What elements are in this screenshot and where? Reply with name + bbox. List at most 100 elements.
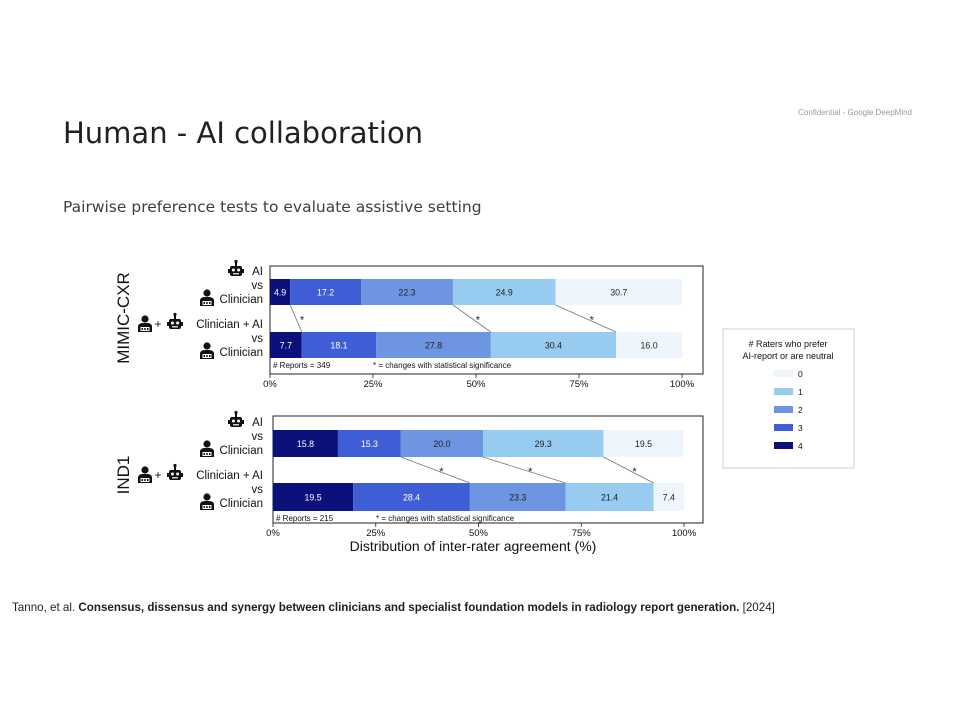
significance-footnote: * = changes with statistical significanc… [376, 514, 515, 523]
data-label: 19.5 [305, 493, 322, 503]
bar-segment [400, 430, 484, 457]
x-tick-label: 50% [466, 379, 486, 390]
x-tick-label: 25% [363, 379, 383, 390]
legend-swatch [774, 424, 793, 431]
citation: Tanno, et al. Consensus, dissensus and s… [12, 601, 775, 614]
bar-segment [361, 279, 453, 305]
data-label: 21.4 [601, 493, 618, 503]
dataset-label: MIMIC-CXR [114, 272, 133, 364]
x-tick-label: 75% [572, 528, 592, 539]
significance-footnote: * = changes with statistical significanc… [373, 361, 512, 370]
legend-swatch [774, 406, 793, 413]
x-tick-label: 75% [569, 379, 589, 390]
citation-year: [2024] [742, 601, 775, 614]
ai-icon [167, 312, 183, 329]
ai-icon [228, 410, 244, 427]
connector-line [400, 456, 471, 484]
row-label-mid: vs [252, 484, 264, 496]
data-label: 17.2 [317, 288, 334, 298]
data-label: 30.7 [610, 288, 627, 298]
ai-icon [167, 463, 183, 480]
dataset-label: IND1 [114, 456, 133, 495]
connector-line [482, 456, 566, 484]
legend-swatch [774, 370, 793, 377]
data-label: 7.7 [280, 341, 292, 351]
bar-segment [270, 332, 302, 358]
x-tick-label: 0% [263, 379, 277, 390]
x-axis-label: Distribution of inter-rater agreement (%… [350, 538, 597, 554]
connector-line [555, 304, 617, 333]
row-label-bottom: Clinician [220, 294, 263, 306]
x-tick-label: 100% [672, 528, 697, 539]
significance-marker: * [632, 466, 637, 478]
legend-label: 2 [798, 405, 803, 415]
row-label-mid: vs [252, 431, 264, 443]
connector-line [289, 304, 303, 333]
x-tick-label: 50% [469, 528, 489, 539]
legend-title: AI-report or are neutral [742, 351, 833, 361]
legend-swatch [774, 442, 793, 449]
confidential-label: Confidential - Google DeepMind [798, 108, 912, 117]
data-label: 23.3 [509, 493, 526, 503]
data-label: 29.3 [535, 439, 552, 449]
row-label-top: Clinician + AI [196, 319, 263, 331]
legend-label: 0 [798, 369, 803, 379]
bar-segment [603, 430, 684, 457]
data-label: 20.0 [433, 439, 450, 449]
clinician-icon [200, 440, 214, 457]
bar-segment [653, 483, 684, 511]
slide-title: Human - AI collaboration [63, 116, 424, 150]
clinician-icon [138, 315, 152, 332]
data-label: 7.4 [663, 493, 675, 503]
significance-marker: * [476, 315, 481, 327]
legend-title: # Raters who prefer [748, 339, 827, 349]
clinician-icon [200, 289, 214, 306]
bar-segment [565, 483, 654, 511]
row-label-bottom: Clinician [220, 498, 263, 510]
data-label: 19.5 [635, 439, 652, 449]
significance-marker: * [439, 466, 444, 478]
connector-line [603, 456, 654, 484]
bar-segment [270, 279, 291, 305]
plot-frame [272, 415, 704, 524]
bar-segment [290, 279, 362, 305]
bar-segment [452, 279, 556, 305]
bar-segment [490, 332, 617, 358]
bar-segment [337, 430, 401, 457]
row-label-top: AI [252, 266, 263, 278]
legend-label: 4 [798, 441, 803, 451]
data-label: 18.1 [330, 341, 347, 351]
reports-footnote: # Reports = 349 [273, 361, 331, 370]
data-label: 15.8 [297, 439, 314, 449]
ai-icon [228, 259, 244, 276]
row-label-mid: vs [252, 333, 264, 345]
significance-marker: * [300, 315, 305, 327]
row-label-top: Clinician + AI [196, 470, 263, 482]
plot-frame [269, 265, 704, 375]
citation-paper-title: Consensus, dissensus and synergy between… [78, 601, 740, 614]
legend-label: 3 [798, 423, 803, 433]
reports-footnote: # Reports = 215 [276, 514, 334, 523]
data-label: 27.8 [425, 341, 442, 351]
data-label: 15.3 [361, 439, 378, 449]
significance-marker: * [590, 315, 595, 327]
plus-sign: + [154, 317, 161, 331]
row-label-bottom: Clinician [220, 347, 263, 359]
bar-segment [273, 430, 338, 457]
data-label: 28.4 [403, 493, 420, 503]
clinician-icon [138, 466, 152, 483]
row-label-bottom: Clinician [220, 445, 263, 457]
bar-segment [353, 483, 470, 511]
data-label: 22.3 [398, 288, 415, 298]
row-label-mid: vs [252, 280, 264, 292]
bar-segment [273, 483, 354, 511]
bar-segment [483, 430, 604, 457]
legend: # Raters who prefer AI-report or are neut… [722, 328, 855, 469]
significance-marker: * [528, 466, 533, 478]
plus-sign: + [154, 468, 161, 482]
connector-line [452, 304, 492, 333]
slide-subtitle: Pairwise preference tests to evaluate as… [63, 198, 482, 216]
clinician-icon [200, 493, 214, 510]
bar-segment [376, 332, 491, 358]
